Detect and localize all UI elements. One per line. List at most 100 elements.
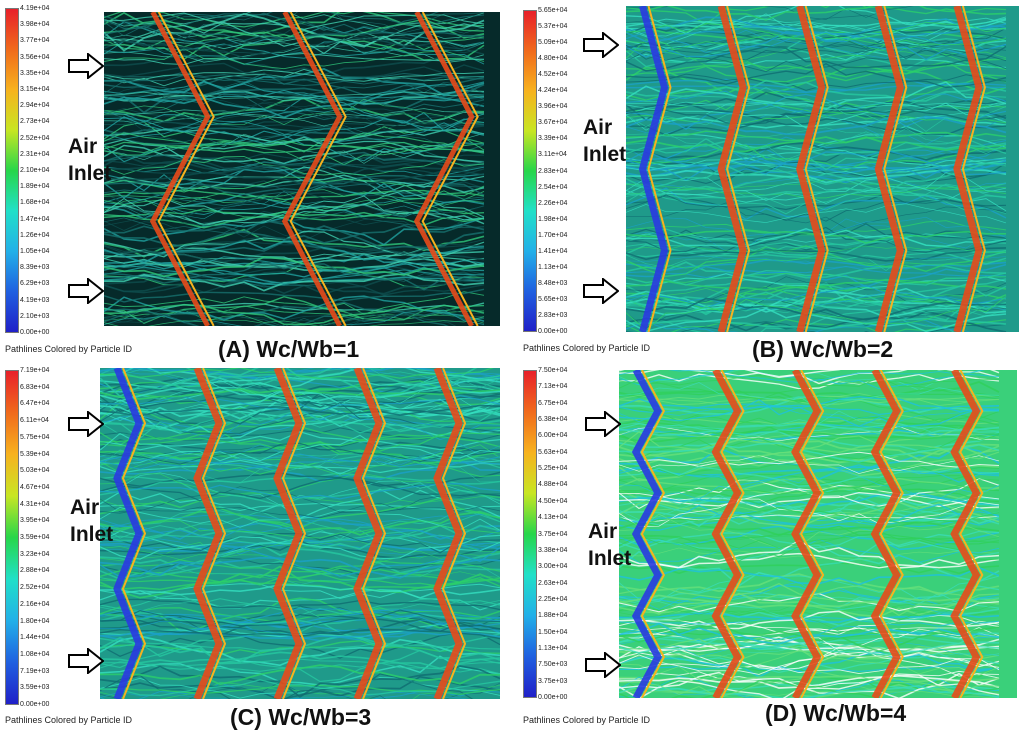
pathline-plot-c: [100, 368, 500, 699]
footnote-b: Pathlines Colored by Particle ID: [523, 343, 651, 353]
colorbar-ticks-d: 7.50e+04 7.13e+04 6.75e+04 6.38e+04 6.00e+04…: [538, 367, 578, 701]
colorbar-c: [5, 370, 19, 705]
colorbar-tick-label: 5.63e+04: [538, 448, 568, 456]
colorbar-tick-label: 2.25e+04: [538, 595, 568, 603]
colorbar-tick-label: 2.26e+04: [538, 199, 568, 207]
colorbar-tick-label: 2.83e+04: [538, 167, 568, 175]
caption-b: (B) Wc/Wb=2: [752, 336, 894, 362]
inlet-arrow-icon-d-bottom: [585, 652, 621, 678]
inlet-label-a: Inlet: [68, 162, 112, 185]
colorbar-tick-label: 3.35e+04: [20, 69, 50, 77]
air-label-b: Air: [583, 116, 613, 139]
colorbar-tick-label: 3.77e+04: [20, 37, 50, 45]
footnote-c: Pathlines Colored by Particle ID: [5, 715, 133, 725]
colorbar-tick-label: 8.39e+03: [20, 264, 50, 272]
air-inlet-label-d: Air Inlet: [588, 518, 631, 572]
footnote-d: Pathlines Colored by Particle ID: [523, 715, 651, 725]
colorbar-tick-label: 1.47e+04: [20, 215, 50, 223]
pathline-plot-b-svg: [626, 6, 1019, 332]
caption-d: (D) Wc/Wb=4: [765, 700, 907, 726]
pathline-plot-d: [619, 370, 1017, 698]
colorbar-tick-label: 1.89e+04: [20, 183, 50, 191]
colorbar-tick-label: 6.11e+04: [20, 417, 49, 425]
colorbar-tick-label: 1.26e+04: [20, 231, 50, 239]
colorbar-tick-label: 5.65e+04: [538, 7, 568, 14]
colorbar-tick-label: 1.05e+04: [20, 248, 50, 255]
colorbar-tick-label: 5.37e+04: [538, 23, 568, 31]
colorbar-tick-label: 2.16e+04: [20, 600, 50, 608]
colorbar-tick-label: 4.67e+04: [20, 483, 50, 491]
colorbar-tick-label: 2.31e+04: [20, 150, 50, 158]
colorbar-tick-label: 1.08e+04: [20, 650, 50, 658]
colorbar-tick-label: 0.00e+00: [20, 329, 50, 336]
inlet-arrow-icon-b-top: [583, 32, 619, 58]
colorbar-tick-label: 5.39e+04: [20, 450, 50, 458]
inlet-arrow-icon-d-top: [585, 411, 621, 437]
colorbar-tick-label: 6.00e+04: [538, 432, 568, 440]
colorbar-tick-label: 4.19e+04: [20, 5, 50, 12]
colorbar-tick-label: 5.65e+03: [538, 295, 568, 303]
pathline-plot-b: [626, 6, 1019, 332]
inlet-arrow-icon-b-bottom: [583, 278, 619, 304]
colorbar-tick-label: 8.48e+03: [538, 279, 568, 287]
colorbar-tick-label: 4.19e+03: [20, 296, 50, 304]
colorbar-tick-label: 5.03e+04: [20, 467, 50, 475]
colorbar-tick-label: 3.11e+04: [538, 151, 567, 159]
colorbar-tick-label: 2.73e+04: [20, 118, 50, 126]
colorbar-tick-label: 3.75e+04: [538, 530, 568, 538]
colorbar-tick-label: 1.50e+04: [538, 628, 568, 636]
colorbar-tick-label: 3.23e+04: [20, 550, 50, 558]
colorbar-tick-label: 0.00e+00: [20, 701, 50, 708]
colorbar-tick-label: 3.95e+04: [20, 517, 50, 525]
colorbar-tick-label: 2.54e+04: [538, 183, 568, 191]
colorbar-ticks-c: 7.19e+04 6.83e+04 6.47e+04 6.11e+04 5.75e+04…: [20, 367, 60, 708]
colorbar-tick-label: 3.75e+03: [538, 677, 568, 685]
colorbar-tick-label: 1.44e+04: [20, 634, 50, 642]
colorbar-tick-label: 5.75e+04: [20, 433, 50, 441]
colorbar-b: [523, 10, 537, 332]
colorbar-tick-label: 4.52e+04: [538, 71, 568, 79]
colorbar-a: [5, 8, 19, 333]
air-label-d: Air: [588, 520, 618, 543]
colorbar-tick-label: 7.50e+03: [538, 661, 568, 669]
colorbar-tick-label: 3.59e+04: [20, 534, 50, 541]
colorbar-tick-label: 2.52e+04: [20, 134, 50, 142]
air-inlet-label-b: Air Inlet: [583, 114, 626, 168]
colorbar-tick-label: 4.80e+04: [538, 55, 568, 63]
inlet-arrow-icon-a-top: [68, 53, 104, 79]
colorbar-ticks-b: 5.65e+04 5.37e+04 5.09e+04 4.80e+04 4.52e+04…: [538, 7, 578, 335]
colorbar-tick-label: 2.88e+04: [20, 567, 50, 575]
colorbar-tick-label: 1.80e+04: [20, 617, 50, 625]
colorbar-tick-label: 1.68e+04: [20, 199, 50, 207]
colorbar-tick-label: 4.13e+04: [538, 514, 568, 522]
pathline-plot-a-svg: [104, 12, 500, 326]
colorbar-tick-label: 3.56e+04: [20, 53, 50, 61]
colorbar-tick-label: 1.88e+04: [538, 612, 568, 620]
colorbar-tick-label: 4.24e+04: [538, 87, 568, 95]
inlet-label-b: Inlet: [583, 143, 627, 166]
air-label-c: Air: [70, 496, 100, 519]
footnote-a: Pathlines Colored by Particle ID: [5, 344, 133, 354]
colorbar-tick-label: 0.00e+00: [538, 694, 568, 701]
colorbar-tick-label: 3.67e+04: [538, 119, 568, 127]
colorbar-tick-label: 3.38e+04: [538, 546, 568, 554]
colorbar-tick-label: 2.10e+04: [20, 167, 50, 174]
colorbar-tick-label: 1.13e+04: [538, 644, 568, 652]
colorbar-tick-label: 4.88e+04: [538, 481, 568, 489]
colorbar-tick-label: 3.15e+04: [20, 86, 50, 93]
colorbar-tick-label: 6.83e+04: [20, 383, 50, 391]
colorbar-tick-label: 2.94e+04: [20, 102, 50, 110]
colorbar-tick-label: 7.50e+04: [538, 367, 568, 374]
colorbar-tick-label: 3.39e+04: [538, 135, 568, 143]
colorbar-tick-label: 5.09e+04: [538, 39, 568, 47]
colorbar-tick-label: 1.70e+04: [538, 231, 568, 239]
colorbar-tick-label: 6.38e+04: [538, 416, 568, 424]
colorbar-tick-label: 2.52e+04: [20, 584, 50, 592]
colorbar-tick-label: 2.10e+03: [20, 312, 50, 320]
colorbar-ticks-a: 4.19e+04 3.98e+04 3.77e+04 3.56e+04 3.35e+04…: [20, 5, 60, 336]
colorbar-tick-label: 4.50e+04: [538, 497, 568, 505]
colorbar-tick-label: 3.98e+04: [20, 21, 50, 29]
pathline-plot-c-svg: [100, 368, 500, 699]
colorbar-tick-label: 6.75e+04: [538, 399, 568, 407]
colorbar-tick-label: 3.59e+03: [20, 684, 50, 692]
